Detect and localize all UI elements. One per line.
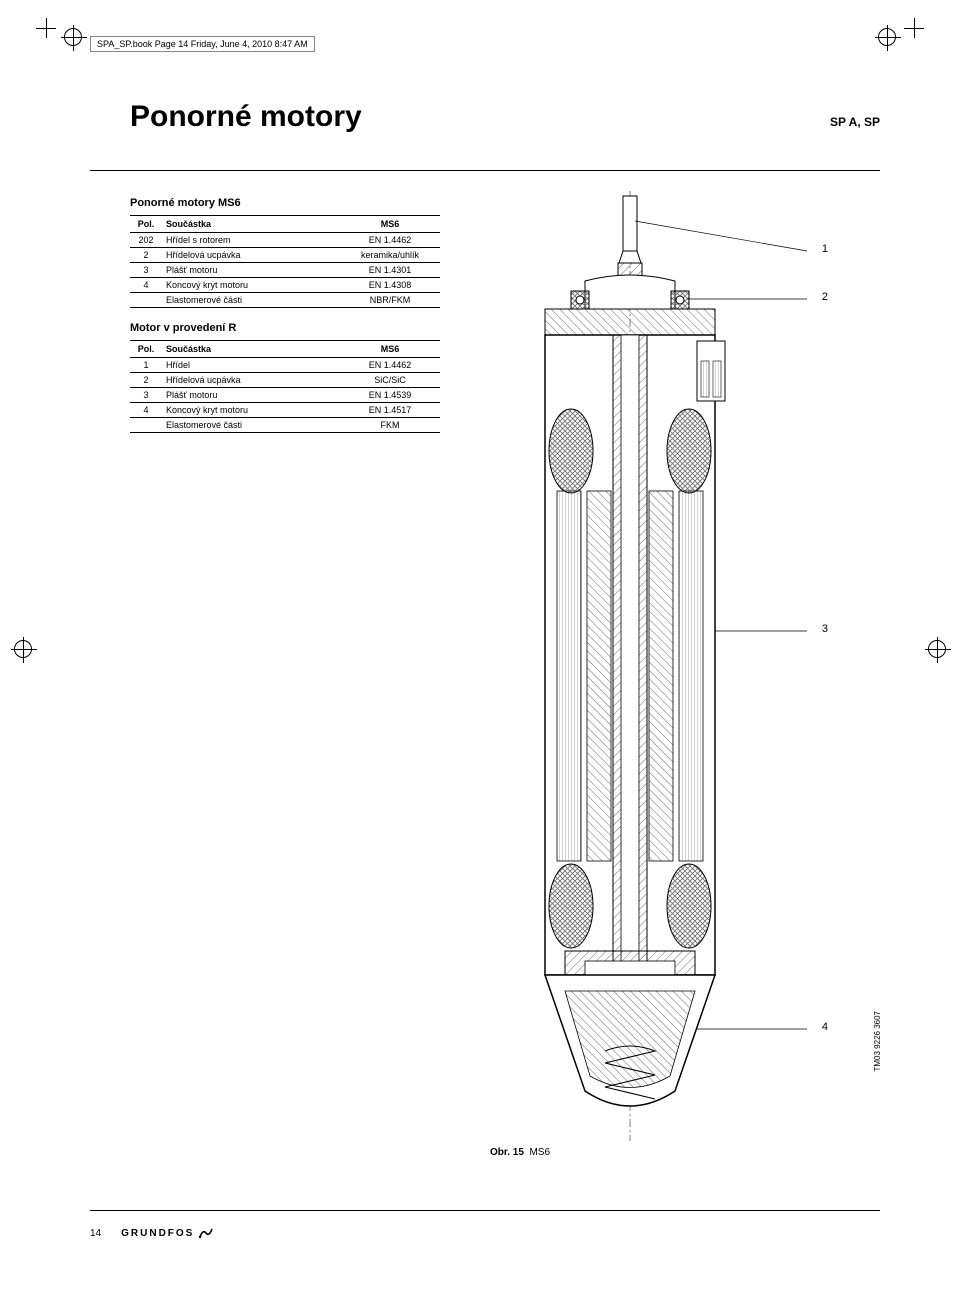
- section2-table: Pol. Součástka MS6 1HřídelEN 1.4462 2Hří…: [130, 340, 440, 433]
- callout-1: 1: [822, 243, 828, 255]
- book-header-line: SPA_SP.book Page 14 Friday, June 4, 2010…: [90, 36, 315, 52]
- table-header: MS6: [340, 216, 440, 233]
- table-row: 4Koncový kryt motoruEN 1.4517: [130, 403, 440, 418]
- logo-icon: [198, 1227, 214, 1239]
- document-code: SP A, SP: [830, 115, 880, 129]
- title-rule: [90, 170, 880, 171]
- table-header: Pol.: [130, 216, 162, 233]
- footer-rule: [90, 1210, 880, 1211]
- section1-table: Pol. Součástka MS6 202Hřídel s rotoremEN…: [130, 215, 440, 308]
- page-footer: 14 GRUNDFOS: [90, 1210, 880, 1239]
- table-row: Elastomerové částiFKM: [130, 418, 440, 433]
- figure-text: MS6: [529, 1147, 550, 1158]
- registration-mark-top: [64, 28, 82, 46]
- figure-label: Obr. 15: [490, 1147, 524, 1158]
- registration-mark-right: [928, 640, 946, 658]
- registration-mark-left: [14, 640, 32, 658]
- table-row: 2Hřídelová ucpávkakeramika/uhlík: [130, 248, 440, 263]
- table-header: Pol.: [130, 341, 162, 358]
- logo-text: GRUNDFOS: [121, 1228, 194, 1239]
- callout-3: 3: [822, 623, 828, 635]
- table-row: 202Hřídel s rotoremEN 1.4462: [130, 233, 440, 248]
- table-row: 2Hřídelová ucpávkaSiC/SiC: [130, 373, 440, 388]
- content-area: Ponorné motory MS6 Pol. Součástka MS6 20…: [130, 191, 880, 1158]
- grundfos-logo: GRUNDFOS: [121, 1227, 214, 1239]
- page-number: 14: [90, 1228, 101, 1239]
- crop-mark-top-right: [904, 18, 924, 38]
- table-header: Součástka: [162, 216, 340, 233]
- motor-diagram: 1 2 3 4 TM03 9226 3607: [470, 191, 880, 1141]
- table-row: 4Koncový kryt motoruEN 1.4308: [130, 278, 440, 293]
- figure-caption: Obr. 15 MS6: [490, 1147, 880, 1158]
- table-row: 3Plášť motoruEN 1.4301: [130, 263, 440, 278]
- table-header: MS6: [340, 341, 440, 358]
- motor-svg: [470, 191, 880, 1141]
- right-column: 1 2 3 4 TM03 9226 3607 Obr. 15 MS6: [470, 191, 880, 1158]
- table-row: 3Plášť motoruEN 1.4539: [130, 388, 440, 403]
- crop-mark-top-left: [36, 18, 56, 38]
- footer-row: 14 GRUNDFOS: [90, 1227, 880, 1239]
- table-row: Elastomerové částiNBR/FKM: [130, 293, 440, 308]
- image-reference-code: TM03 9226 3607: [873, 1011, 882, 1072]
- page-title: Ponorné motory: [130, 100, 362, 134]
- table-header: Součástka: [162, 341, 340, 358]
- title-row: Ponorné motory SP A, SP: [90, 100, 880, 170]
- left-column: Ponorné motory MS6 Pol. Součástka MS6 20…: [130, 191, 440, 1158]
- section1-heading: Ponorné motory MS6: [130, 197, 440, 209]
- table-row: 1HřídelEN 1.4462: [130, 358, 440, 373]
- page-content: Ponorné motory SP A, SP Ponorné motory M…: [90, 100, 880, 1158]
- callout-2: 2: [822, 291, 828, 303]
- registration-mark-top-right: [878, 28, 896, 46]
- section2-heading: Motor v provedení R: [130, 322, 440, 334]
- callout-4: 4: [822, 1021, 828, 1033]
